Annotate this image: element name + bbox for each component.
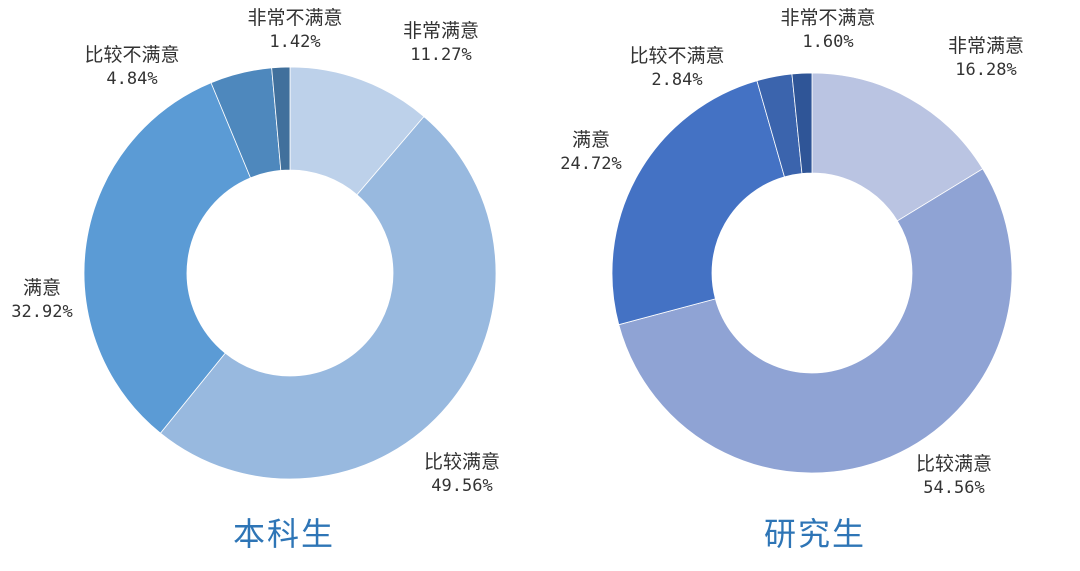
chart-title-graduate: 研究生 [763,515,867,553]
label-right-dissatisfied: 比较不满意 2.84% [629,44,724,92]
donut-slice-satisfied [83,82,252,434]
label-right-fairly-satisfied: 比较满意 54.56% [916,452,992,500]
label-value: 16.28% [955,60,1017,80]
label-value: 4.84% [106,69,158,89]
label-value: 24.72% [560,154,622,174]
label-name: 非常不满意 [780,7,876,29]
label-value: 2.84% [651,70,703,90]
label-name: 非常不满意 [247,7,343,29]
label-name: 非常满意 [947,35,1025,57]
donut-slice-very-dissatisfied [791,72,813,174]
donut-slice-very-satisfied [811,72,984,222]
label-right-very-satisfied: 非常满意 16.28% [948,34,1024,82]
label-left-satisfied: 满意 32.92% [11,276,72,324]
label-name: 满意 [22,277,62,299]
label-value: 49.56% [431,476,493,496]
label-left-very-dissatisfied: 非常不满意 1.42% [247,6,342,54]
donut-slice-fairly-satisfied [159,115,497,480]
label-name: 比较不满意 [629,45,725,67]
label-name: 满意 [571,129,611,151]
donut-slice-satisfied [611,80,785,326]
label-name: 比较不满意 [84,44,180,66]
label-left-very-satisfied: 非常满意 11.27% [403,19,479,67]
chart-title-undergraduate: 本科生 [232,515,336,553]
donut-chart-undergraduate [83,66,497,480]
label-value: 32.92% [11,302,73,322]
label-value: 1.60% [802,32,854,52]
label-right-satisfied: 满意 24.72% [560,128,621,176]
label-right-very-dissatisfied: 非常不满意 1.60% [780,6,875,54]
label-name: 非常满意 [402,20,480,42]
label-left-fairly-satisfied: 比较满意 49.56% [424,450,500,498]
donut-chart-graduate [611,72,1013,474]
donut-slice-very-dissatisfied [271,66,291,171]
label-value: 1.42% [269,32,321,52]
label-name: 比较满意 [423,451,501,473]
label-left-dissatisfied: 比较不满意 4.84% [84,43,179,91]
label-name: 比较满意 [915,453,993,475]
label-value: 54.56% [923,478,985,498]
label-value: 11.27% [410,45,472,65]
donut-slice-fairly-satisfied [618,168,1013,474]
